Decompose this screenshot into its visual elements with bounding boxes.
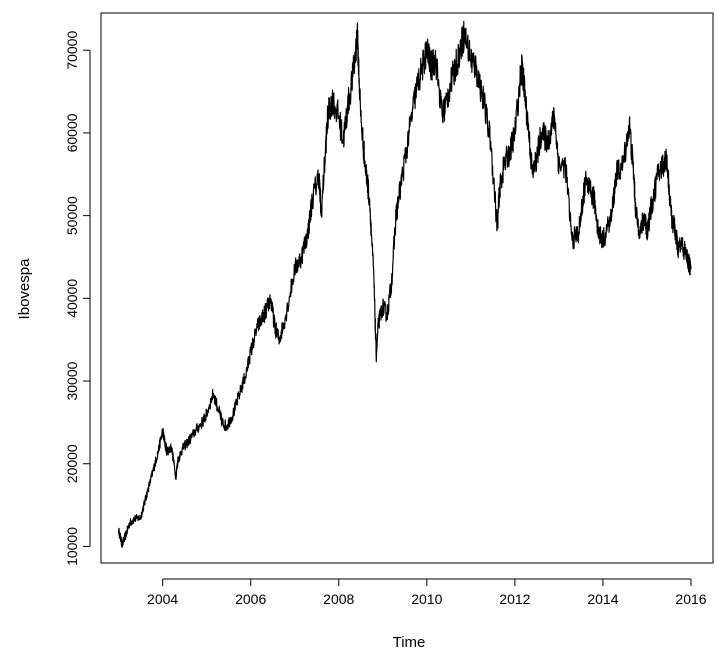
y-axis: 10000 20000 30000 40000 50000 60000 70000: [64, 31, 91, 566]
x-tick-label: 2010: [411, 591, 442, 607]
x-axis-label: Time: [393, 634, 426, 650]
y-tick-label: 50000: [64, 196, 80, 235]
x-tick-label: 2008: [323, 591, 354, 607]
x-tick-label: 2006: [235, 591, 266, 607]
plot-frame: [100, 12, 714, 564]
series-layer: [118, 20, 692, 548]
x-tick-label: 2004: [147, 591, 178, 607]
x-tick-label: 2012: [499, 591, 530, 607]
x-axis: 2004 2006 2008 2010 2012 2014 2016: [147, 578, 707, 607]
y-tick-label: 70000: [64, 31, 80, 70]
y-tick-label: 60000: [64, 113, 80, 152]
x-tick-label: 2016: [675, 591, 706, 607]
y-tick-label: 10000: [64, 527, 80, 566]
y-axis-label: Ibovespa: [16, 258, 33, 320]
y-tick-label: 20000: [64, 444, 80, 483]
series-line: [118, 20, 692, 548]
x-tick-label: 2014: [587, 591, 618, 607]
y-tick-label: 30000: [64, 361, 80, 400]
y-tick-label: 40000: [64, 279, 80, 318]
